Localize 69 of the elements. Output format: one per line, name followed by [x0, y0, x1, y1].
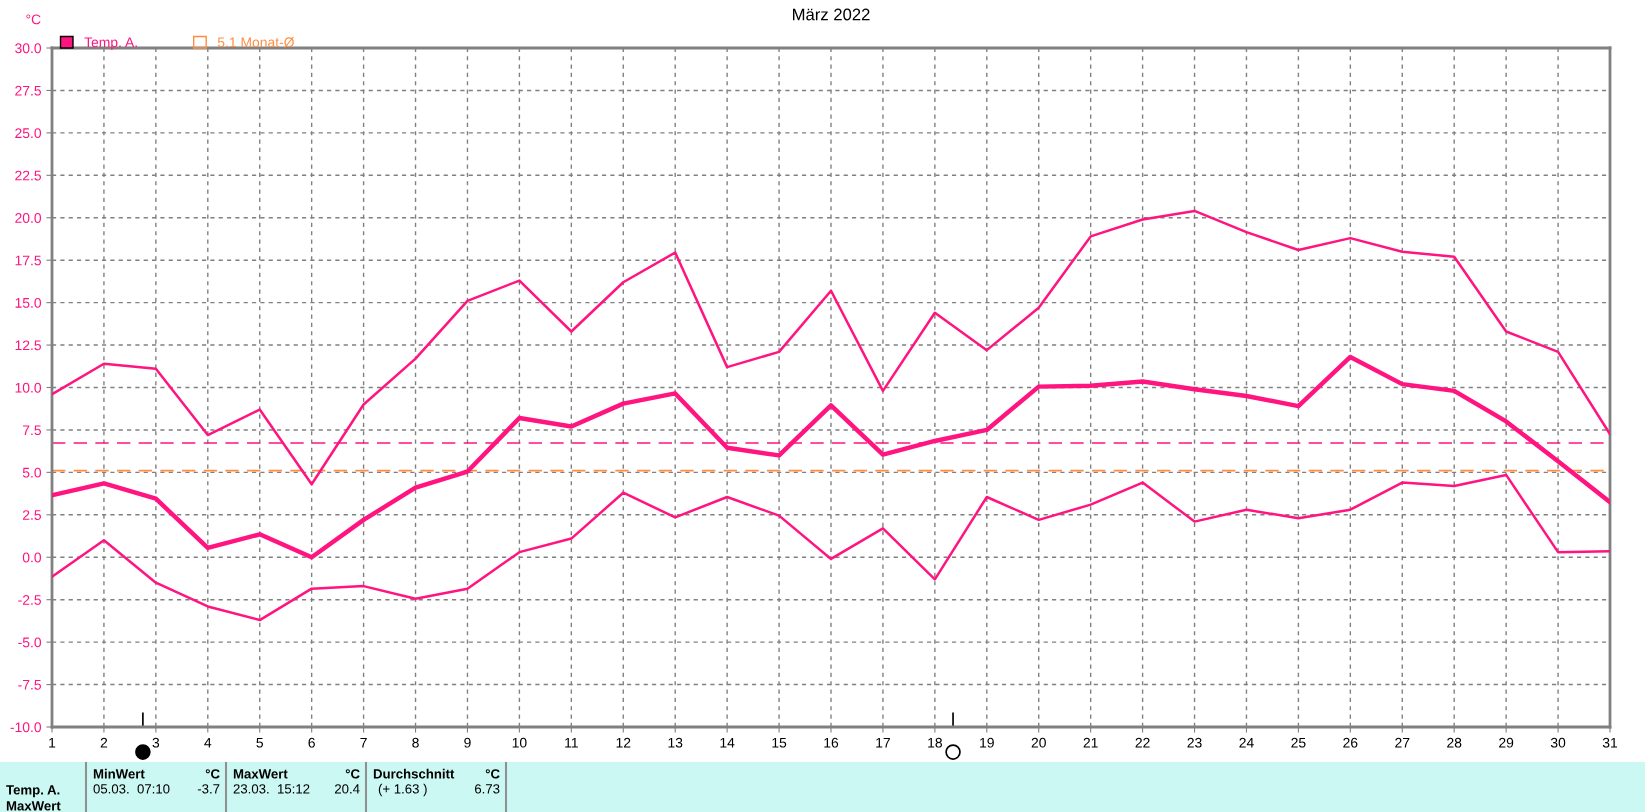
x-tick-label: 24 [1239, 737, 1254, 748]
text: Durchschnitt [373, 768, 455, 779]
x-tick-label: 15 [772, 737, 787, 748]
text: MaxWert [6, 801, 61, 811]
legend-label: Temp. A. [84, 37, 137, 50]
y-tick-label: -2.5 [18, 595, 41, 605]
y-tick-label: 25.0 [15, 128, 42, 139]
x-tick-label: 12 [616, 737, 631, 748]
y-axis-title: °C [26, 14, 41, 25]
x-tick-label: 22 [1135, 737, 1150, 748]
x-tick-label: 30 [1550, 737, 1566, 748]
y-tick-label: 30.0 [15, 43, 42, 54]
x-tick-label: 27 [1395, 737, 1410, 748]
y-tick-label: -7.5 [18, 680, 41, 690]
text: 6.73 [474, 784, 500, 794]
y-tick-label: 2.5 [22, 510, 41, 520]
x-tick-label: 20 [1031, 737, 1046, 748]
chart-title: März 2022 [793, 8, 870, 21]
text: 05.03. 07:10 [93, 784, 170, 794]
x-tick-label: 28 [1447, 737, 1462, 748]
x-tick-label: 21 [1083, 737, 1098, 748]
x-tick-label: 7 [360, 737, 367, 748]
y-tick-label: -5.0 [18, 637, 42, 648]
x-tick-label: 6 [308, 737, 315, 748]
x-tick-label: 19 [980, 737, 994, 748]
y-tick-label: 27.5 [15, 85, 41, 96]
text: °C [205, 769, 220, 779]
x-tick-label: 4 [204, 737, 212, 748]
x-tick-label: 3 [152, 737, 160, 748]
text: Temp. A. [6, 785, 60, 798]
line-series [52, 354, 1610, 560]
x-tick-label: 2 [100, 737, 108, 748]
x-tick-label: 11 [565, 737, 578, 748]
text: 23.03. 15:12 [233, 784, 310, 794]
text: 20.4 [334, 784, 360, 794]
x-tick-label: 29 [1499, 737, 1514, 748]
line-series [52, 209, 1610, 486]
x-tick-label: 1 [49, 737, 56, 748]
x-tick-label: 5 [256, 737, 264, 748]
text: -3.7 [197, 784, 220, 794]
y-tick-label: 7.5 [22, 425, 41, 436]
x-tick-label: 9 [464, 737, 471, 748]
y-tick-label: -10.0 [10, 722, 42, 733]
y-tick-label: 0.0 [22, 552, 42, 563]
line-series [52, 473, 1610, 622]
text: °C [485, 769, 500, 779]
y-tick-label: 5.0 [22, 467, 42, 478]
y-tick-label: 15.0 [15, 297, 42, 308]
text: MaxWert [233, 769, 288, 779]
text: (+ 1.63 ) [378, 783, 427, 797]
y-tick-label: 17.5 [15, 255, 41, 266]
x-tick-label: 31 [1602, 737, 1618, 748]
x-tick-label: 18 [928, 737, 942, 748]
y-tick-label: 22.5 [15, 170, 41, 181]
x-tick-label: 23 [1187, 737, 1202, 748]
x-tick-label: 10 [512, 737, 527, 748]
y-tick-label: 20.0 [15, 213, 42, 223]
text: MinWert [93, 768, 145, 779]
x-tick-label: 13 [668, 737, 683, 748]
text: °C [345, 769, 360, 779]
y-tick-label: 12.5 [15, 340, 41, 351]
x-tick-label: 16 [824, 737, 839, 748]
x-tick-label: 26 [1343, 737, 1358, 748]
x-tick-label: 17 [876, 737, 890, 748]
x-tick-label: 14 [720, 737, 735, 748]
x-tick-label: 25 [1291, 737, 1306, 748]
legend-label: 5.1 Monat-Ø [217, 37, 295, 48]
x-tick-label: 8 [412, 737, 419, 748]
y-tick-label: 10.0 [15, 382, 42, 393]
